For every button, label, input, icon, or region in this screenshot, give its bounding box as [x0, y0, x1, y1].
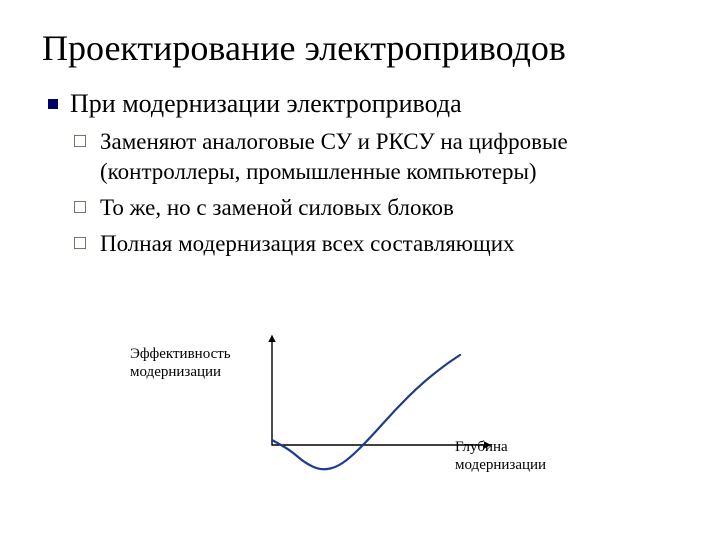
sub-bullet: Полная модернизация всех составляющих: [70, 229, 678, 259]
bullet-list: При модернизации электропривода Заменяют…: [42, 87, 678, 258]
x-axis-label: Глубина модернизации: [455, 438, 600, 474]
chart: Эффективность модернизации Глубина модер…: [140, 330, 600, 510]
sub-bullet: То же, но с заменой силовых блоков: [70, 193, 678, 223]
slide: Проектирование электроприводов При модер…: [0, 0, 720, 540]
bullet-main: При модернизации электропривода Заменяют…: [42, 87, 678, 258]
bullet-main-text: При модернизации электропривода: [70, 89, 462, 118]
slide-title: Проектирование электроприводов: [42, 28, 678, 69]
sub-bullet: Заменяют аналоговые СУ и РКСУ на цифровы…: [70, 127, 678, 187]
sub-bullet-list: Заменяют аналоговые СУ и РКСУ на цифровы…: [70, 127, 678, 259]
sub-bullet-text: Заменяют аналоговые СУ и РКСУ на цифровы…: [100, 129, 568, 184]
sub-bullet-text: То же, но с заменой силовых блоков: [100, 195, 454, 220]
y-axis-label: Эффективность модернизации: [130, 345, 250, 381]
sub-bullet-text: Полная модернизация всех составляющих: [100, 231, 515, 256]
